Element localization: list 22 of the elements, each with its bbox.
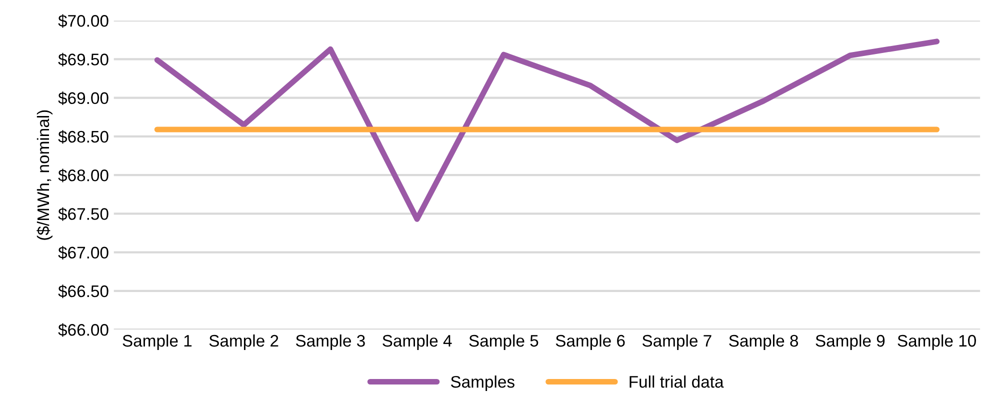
x-tick-label: Sample 5 [469, 334, 538, 350]
y-tick-label: $69.00 [58, 92, 108, 106]
y-tick-label: $66.50 [58, 284, 108, 298]
y-tick-label: $67.50 [58, 207, 108, 221]
x-tick-label: Sample 9 [816, 334, 885, 350]
y-tick-label: $68.00 [58, 168, 108, 182]
x-tick-label: Sample 3 [296, 334, 365, 350]
y-axis-title: ($/MWh, nominal) [36, 110, 52, 240]
y-tick-label: $67.00 [58, 246, 108, 260]
x-tick-label: Sample 4 [382, 334, 452, 350]
y-tick-label: $70.00 [58, 14, 108, 28]
y-tick-label: $68.50 [58, 130, 108, 144]
legend-label: Full trial data [630, 376, 724, 388]
y-tick-label: $66.00 [58, 323, 108, 337]
legend-label: Samples [450, 376, 514, 392]
x-tick-label: Sample 6 [556, 334, 625, 350]
x-tick-label: Sample 10 [898, 334, 976, 350]
x-tick-label: Sample 7 [642, 334, 712, 350]
y-tick-label: $69.50 [58, 52, 108, 66]
x-tick-label: Sample 8 [729, 334, 798, 350]
x-tick-label: Sample 2 [209, 334, 278, 350]
x-tick-label: Sample 1 [122, 334, 192, 350]
